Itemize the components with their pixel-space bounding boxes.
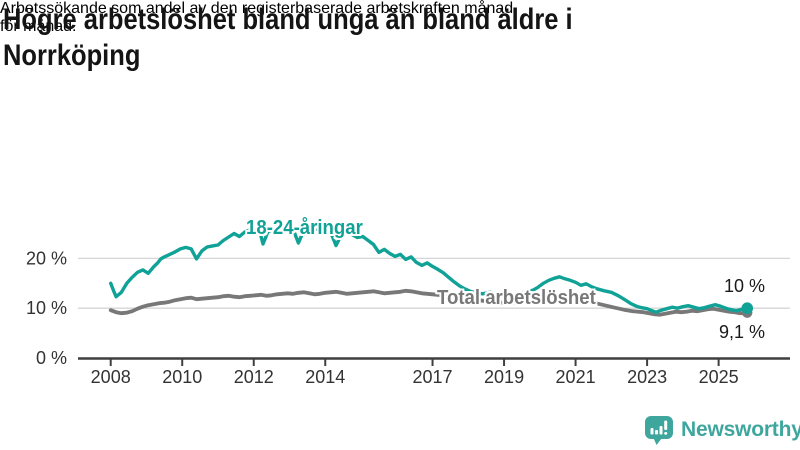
svg-text:2019: 2019 [484,367,524,387]
page-title-line1: Högre arbetslöshet bland unga än bland ä… [3,3,573,36]
svg-text:2025: 2025 [699,367,739,387]
series-label-young: 18-24-åringar [246,217,363,239]
end-value-label-total: 9,1 % [719,322,766,342]
svg-text:20 %: 20 % [26,248,67,268]
svg-text:2010: 2010 [162,367,202,387]
svg-text:2012: 2012 [234,367,274,387]
svg-text:0 %: 0 % [36,348,67,368]
brand-name: Newsworthy [681,418,800,441]
svg-text:10 %: 10 % [26,298,67,318]
page-title-line2: Norrköping [3,39,141,72]
svg-text:2008: 2008 [91,367,131,387]
svg-text:2021: 2021 [556,367,596,387]
svg-text:2023: 2023 [627,367,667,387]
svg-text:2017: 2017 [413,367,453,387]
newsworthy-logo[interactable]: Newsworthy [644,414,800,446]
page-subtitle-line1: Arbetssökande som andel av den registerb… [0,0,514,17]
svg-text:2014: 2014 [305,367,345,387]
page-subtitle-line2: för månad. [0,18,77,35]
page-title: Högre arbetslöshet bland unga än bland ä… [3,2,673,74]
newsworthy-bubble-chart-icon [645,415,673,445]
end-value-label-young: 10 % [724,276,766,296]
series-label-total: Total arbetslöshet [437,287,596,309]
